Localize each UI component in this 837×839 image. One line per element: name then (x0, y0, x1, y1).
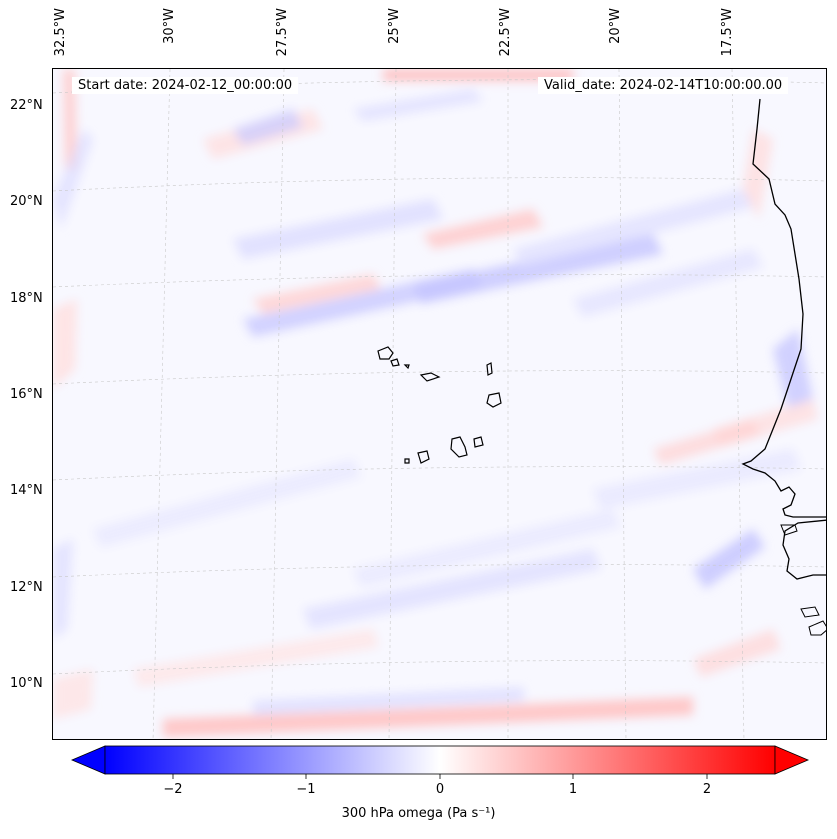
colorbar-max-extend (774, 745, 810, 775)
lat-label-16n: 16°N (10, 387, 43, 402)
lon-label-32-5w: 32.5°W (53, 8, 68, 57)
colorbar-tick-0: 0 (435, 782, 445, 797)
lat-label-14n: 14°N (10, 483, 43, 498)
colorbar-tick-marks (172, 774, 708, 779)
colorbar (70, 745, 810, 779)
colorbar-tick-minus1: −1 (296, 782, 316, 797)
colorbar-gradient (104, 745, 776, 775)
colorbar-label: 300 hPa omega (Pa s⁻¹) (341, 806, 496, 821)
lon-label-22-5w: 22.5°W (498, 8, 513, 57)
start-date-label: Start date: 2024-02-12_00:00:00 (72, 77, 299, 94)
valid-date-label: Valid_date: 2024-02-14T10:00:00.00 (538, 77, 789, 94)
cape-verde-islands (377, 346, 502, 464)
omega-bands (53, 69, 818, 737)
colorbar-min-extend (70, 745, 106, 775)
lat-label-10n: 10°N (10, 676, 43, 691)
lon-label-30w: 30°W (162, 8, 177, 44)
map-panel[interactable] (52, 68, 827, 740)
lon-label-20w: 20°W (608, 8, 623, 44)
colorbar-tick-minus2: −2 (163, 782, 183, 797)
lat-label-22n: 22°N (10, 98, 43, 113)
lat-label-20n: 20°N (10, 194, 43, 209)
colorbar-tick-2: 2 (702, 782, 712, 797)
colorbar-tick-1: 1 (568, 782, 578, 797)
lon-label-27-5w: 27.5°W (275, 8, 290, 57)
africa-coastline (741, 98, 826, 580)
lat-label-18n: 18°N (10, 291, 43, 306)
lon-label-25w: 25°W (387, 8, 402, 44)
lon-label-17-5w: 17.5°W (720, 8, 735, 57)
omega-field (53, 69, 826, 739)
lat-label-12n: 12°N (10, 580, 43, 595)
